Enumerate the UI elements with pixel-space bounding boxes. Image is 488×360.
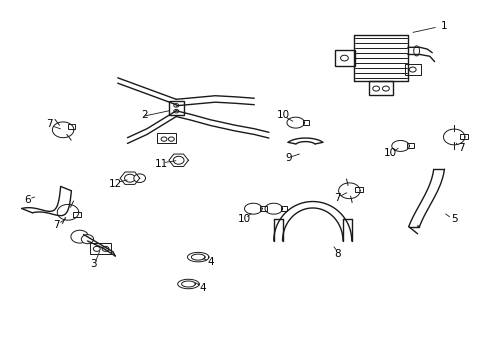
Circle shape [102,246,109,251]
Circle shape [168,137,174,141]
Text: 7: 7 [333,193,340,203]
Circle shape [173,104,178,107]
Text: 1: 1 [440,21,447,31]
FancyBboxPatch shape [334,50,354,66]
FancyBboxPatch shape [157,134,176,143]
Circle shape [173,156,183,164]
FancyBboxPatch shape [405,64,420,75]
Circle shape [372,86,379,91]
Text: 12: 12 [108,179,122,189]
Circle shape [124,174,135,182]
FancyBboxPatch shape [354,187,362,192]
Text: 4: 4 [206,257,213,267]
FancyBboxPatch shape [302,120,309,125]
Circle shape [71,230,88,243]
Text: 2: 2 [141,111,147,121]
Ellipse shape [413,46,419,56]
FancyBboxPatch shape [90,243,111,253]
FancyBboxPatch shape [67,124,75,129]
Circle shape [134,174,145,183]
FancyBboxPatch shape [260,206,266,211]
Text: 7: 7 [46,120,53,129]
Circle shape [161,137,166,141]
FancyBboxPatch shape [459,134,467,139]
Text: 9: 9 [285,153,291,163]
Circle shape [173,109,178,113]
Circle shape [382,86,388,91]
Text: 6: 6 [24,195,31,205]
Circle shape [93,246,100,251]
FancyBboxPatch shape [168,102,183,115]
Circle shape [340,55,347,61]
Circle shape [408,67,415,72]
Text: 11: 11 [155,159,168,169]
FancyBboxPatch shape [73,212,81,217]
FancyBboxPatch shape [407,143,413,148]
Text: 10: 10 [238,215,250,224]
FancyBboxPatch shape [280,206,287,211]
Text: 4: 4 [199,283,206,293]
Circle shape [81,235,93,244]
Text: 8: 8 [333,248,340,258]
Text: 10: 10 [276,111,289,121]
Text: 3: 3 [90,259,97,269]
Text: 7: 7 [457,143,464,153]
Text: 7: 7 [53,220,60,230]
Text: 5: 5 [450,215,457,224]
Text: 10: 10 [384,148,397,158]
FancyBboxPatch shape [368,81,392,95]
